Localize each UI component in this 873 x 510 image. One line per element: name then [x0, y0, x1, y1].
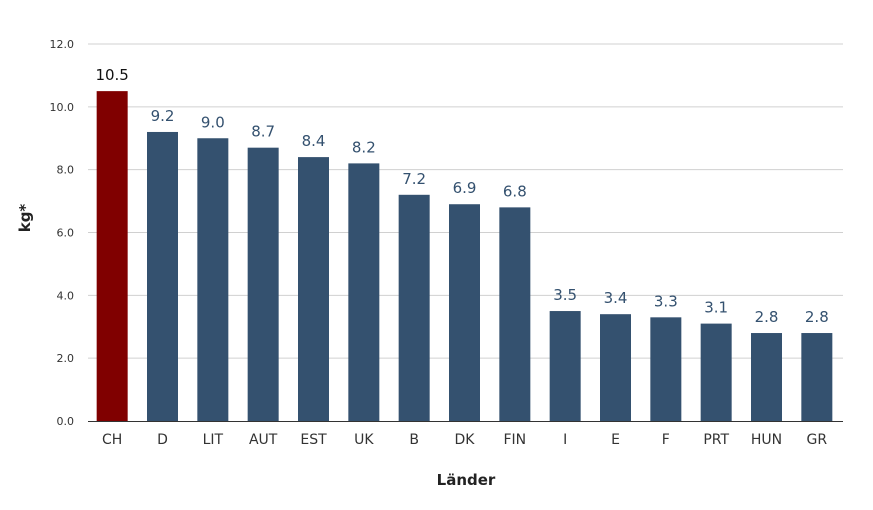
x-tick-label: EST — [300, 432, 327, 448]
x-axis-title: Länder — [437, 471, 496, 489]
value-label: 3.4 — [604, 289, 628, 307]
y-axis-ticks: 0.0 2.0 4.0 6.0 8.0 10.0 12.0 — [50, 38, 75, 428]
bar-aut — [247, 147, 279, 422]
bar-est — [298, 157, 329, 421]
value-label: 3.1 — [704, 299, 728, 317]
x-tick-label: F — [662, 432, 670, 448]
value-labels: 10.5 9.2 9.0 8.7 8.4 8.2 7.2 6.9 6.8 3.5 3.4 3.3 3.1… — [95, 66, 828, 326]
value-label: 8.2 — [352, 138, 376, 156]
value-label: 8.7 — [251, 123, 275, 141]
value-label: 7.2 — [402, 170, 426, 188]
value-label: 2.8 — [755, 308, 779, 326]
value-label: 6.8 — [503, 182, 527, 200]
x-tick-label: CH — [102, 432, 122, 448]
value-label: 6.9 — [453, 179, 477, 197]
bar-f — [650, 317, 682, 421]
x-tick-label: UK — [354, 432, 374, 448]
x-tick-label: AUT — [249, 432, 278, 448]
bars — [96, 91, 833, 422]
x-tick-label: DK — [455, 432, 476, 448]
x-tick-label: GR — [807, 432, 828, 448]
y-axis-title: kg* — [16, 204, 34, 233]
bar-hun — [751, 333, 782, 421]
value-label: 9.2 — [151, 107, 175, 125]
x-tick-label: FIN — [504, 432, 527, 448]
x-tick-label: PRT — [703, 432, 729, 448]
bar-uk — [348, 163, 380, 421]
value-label: 3.3 — [654, 292, 678, 310]
bar-lit — [197, 138, 229, 421]
y-tick-label: 2.0 — [57, 352, 75, 365]
bar-dk — [449, 204, 480, 421]
value-label: 2.8 — [805, 308, 829, 326]
bar-gr — [801, 333, 833, 421]
bar-ch — [96, 91, 128, 421]
x-axis-ticks: CH D LIT AUT EST UK B DK FIN I E F PRT HUN GR — [102, 432, 827, 448]
x-tick-label: HUN — [751, 432, 782, 448]
bar-d — [147, 131, 178, 421]
value-label: 3.5 — [553, 286, 577, 304]
x-tick-label: D — [157, 432, 168, 448]
bar-prt — [700, 323, 732, 421]
bar-e — [600, 314, 631, 421]
x-tick-label: E — [611, 432, 620, 448]
y-tick-label: 10.0 — [50, 101, 75, 114]
y-tick-label: 6.0 — [57, 227, 75, 240]
value-label: 8.4 — [302, 132, 326, 150]
x-tick-label: I — [563, 432, 567, 448]
bar-fin — [499, 207, 531, 421]
y-tick-label: 8.0 — [57, 164, 75, 177]
y-tick-label: 4.0 — [57, 289, 75, 302]
x-tick-label: B — [409, 432, 419, 448]
y-tick-label: 0.0 — [57, 415, 75, 428]
value-label: 9.0 — [201, 113, 225, 131]
bar-i — [549, 311, 581, 421]
bar-b — [398, 194, 430, 421]
x-tick-label: LIT — [203, 432, 224, 448]
y-tick-label: 12.0 — [50, 38, 75, 51]
value-label: 10.5 — [95, 66, 128, 84]
